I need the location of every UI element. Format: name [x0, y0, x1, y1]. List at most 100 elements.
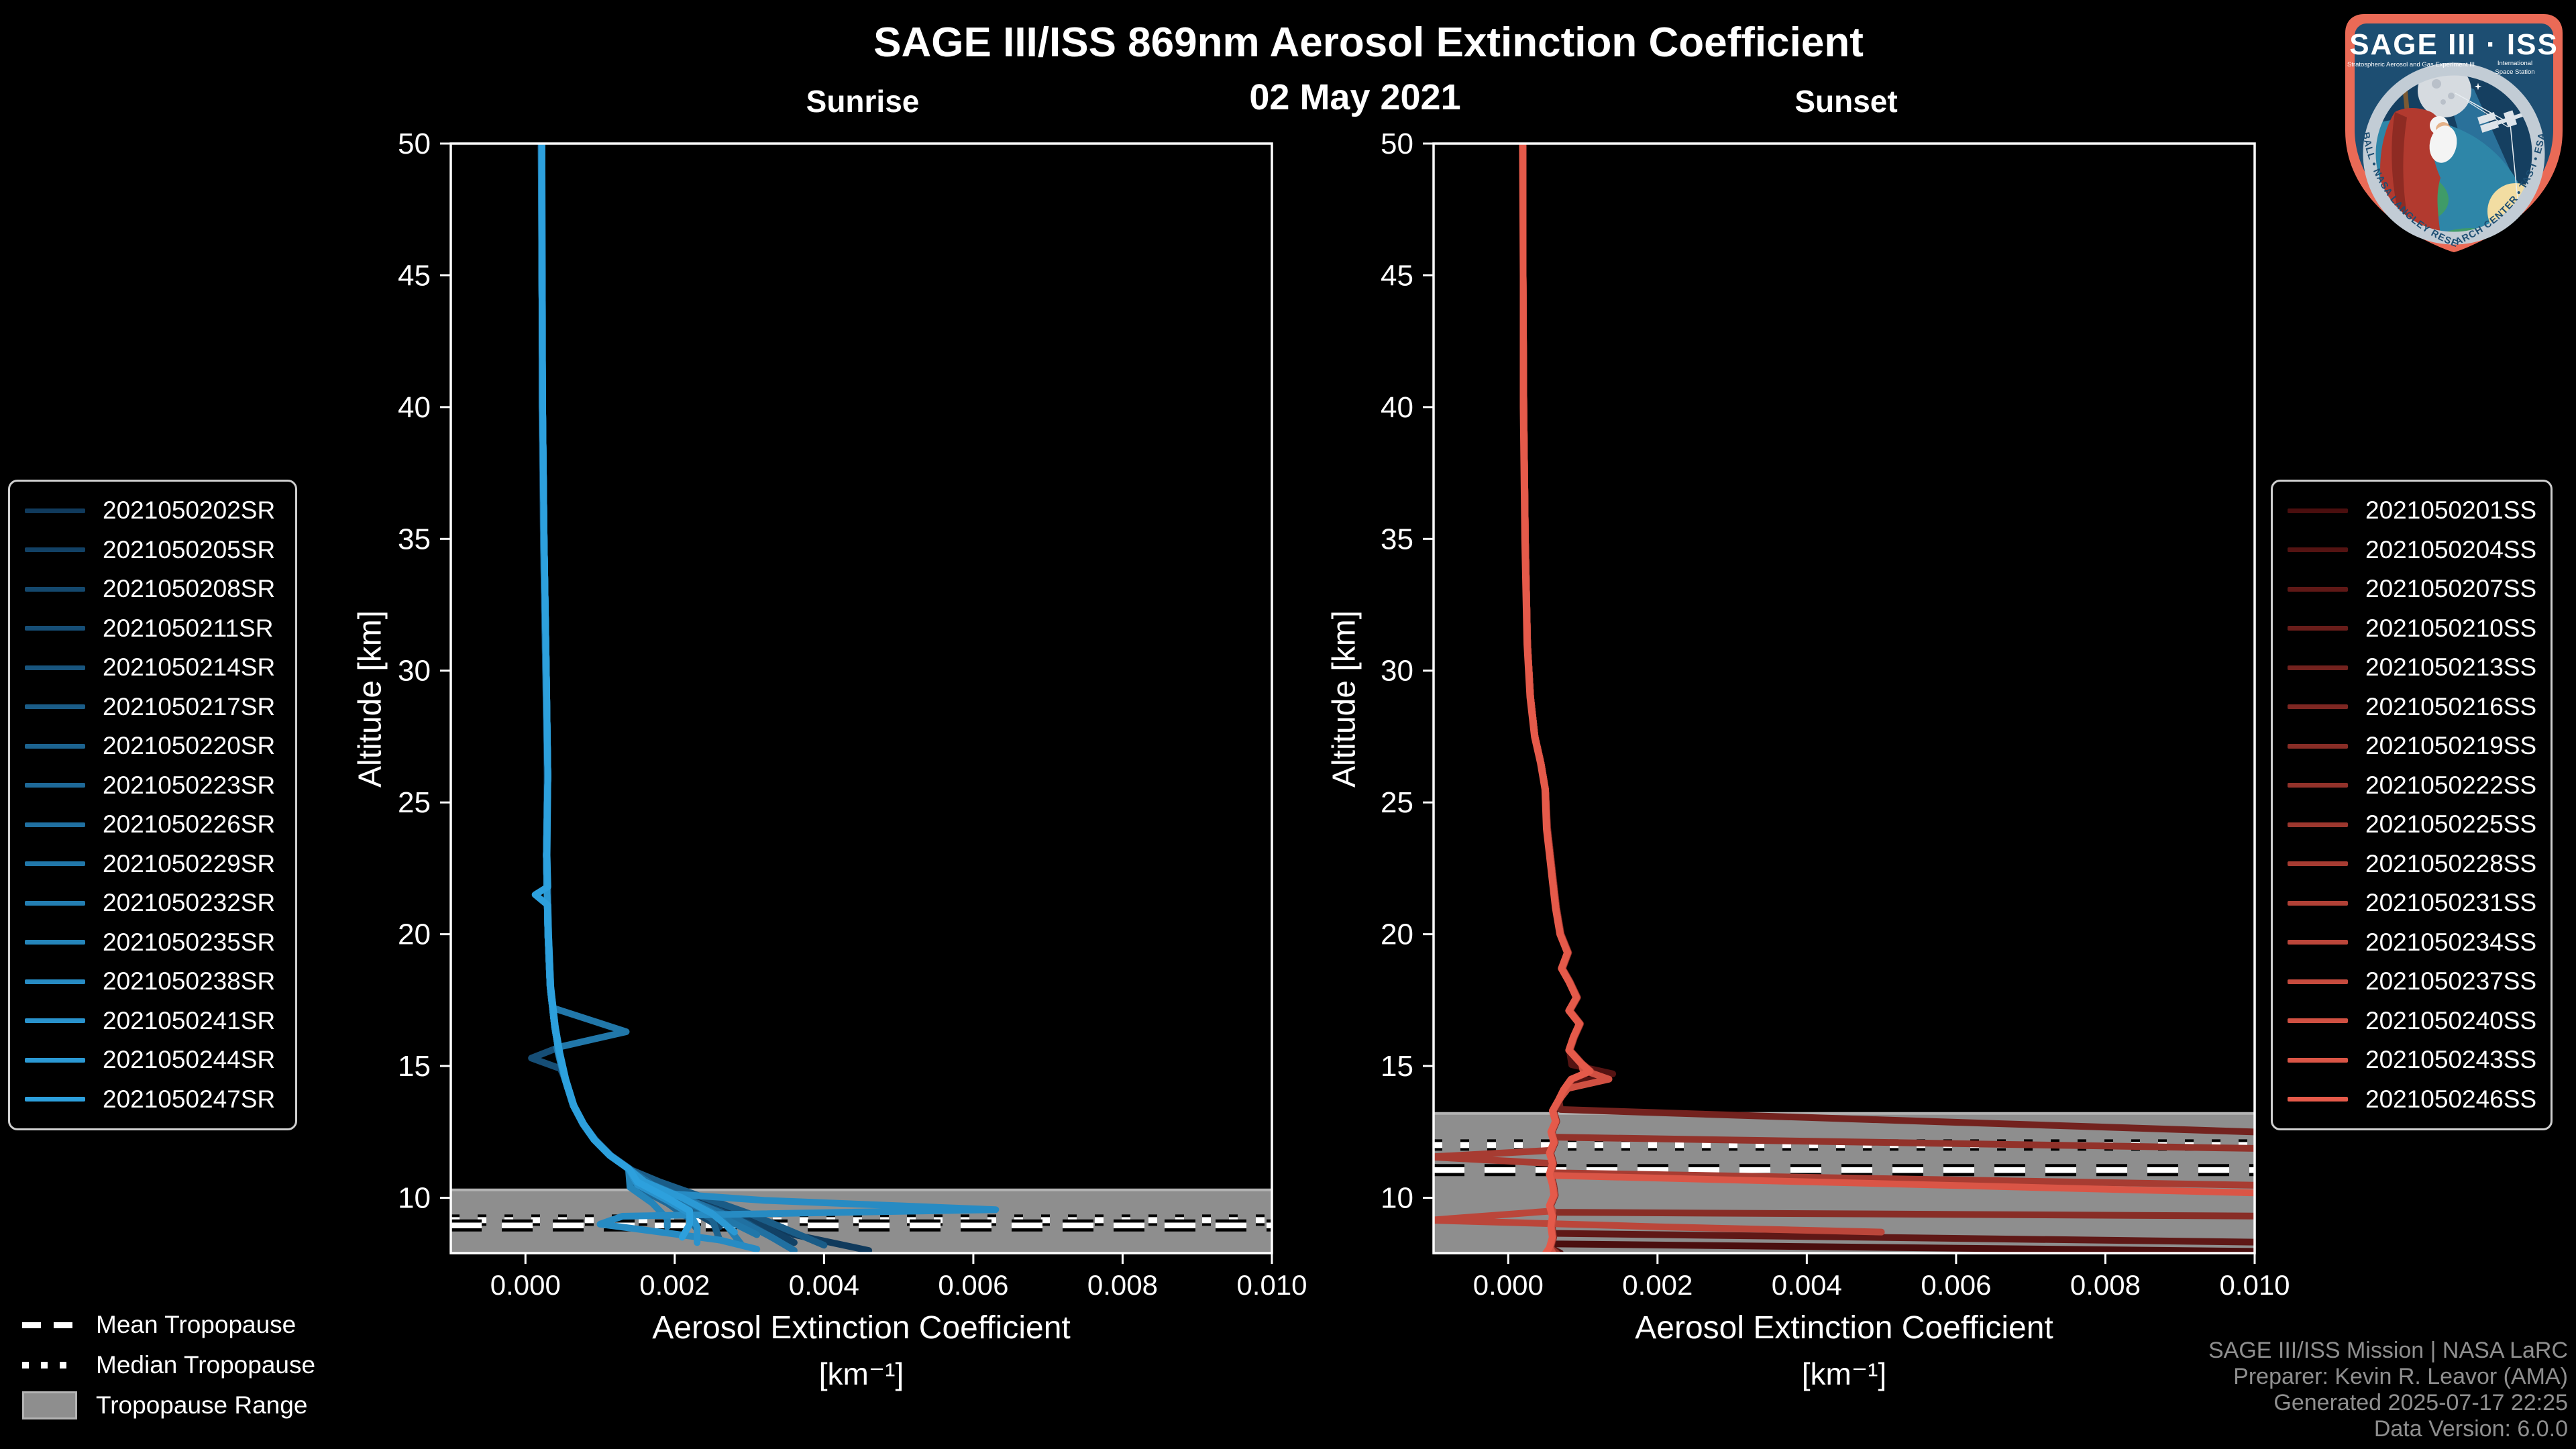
legend-label: 2021050246SS [2365, 1085, 2537, 1113]
y-tick-label: 50 [1381, 127, 1413, 160]
x-axis-unit: [km⁻¹] [1801, 1356, 1887, 1391]
legend-line-swatch [25, 900, 85, 906]
legend-line-swatch [2288, 861, 2348, 867]
legend-line-swatch [25, 979, 85, 984]
legend-line-swatch [25, 1097, 85, 1102]
legend-label: 2021050216SS [2365, 692, 2537, 720]
legend-label: 2021050223SR [103, 771, 276, 799]
sunset-panel-title: Sunset [1794, 84, 1898, 119]
profile-line [538, 144, 745, 1249]
legend-line-swatch [25, 783, 85, 788]
logo-sage-beard [2429, 125, 2457, 163]
legend-label: 2021050204SS [2365, 535, 2537, 564]
x-tick-label: 0.006 [938, 1269, 1008, 1301]
sunset-legend: 2021050201SS 2021050204SS 2021050207SS 2021… [2271, 480, 2553, 1130]
y-tick-label: 25 [398, 786, 431, 819]
y-tick-label: 40 [398, 391, 431, 424]
profile-line [538, 144, 828, 1249]
legend-line-swatch [25, 626, 85, 631]
profile-line [1519, 144, 2255, 1253]
legend-line-swatch [2288, 979, 2348, 984]
date-subtitle: 02 May 2021 [1249, 77, 1461, 117]
legend-item: 2021050226SR [25, 810, 295, 839]
legend-item: 2021050234SS [2288, 928, 2551, 957]
legend-line-swatch [2288, 508, 2348, 513]
legend-item: 2021050207SS [2288, 575, 2551, 603]
y-tick-label: 45 [1381, 259, 1413, 292]
sunrise-x-axis-label: Aerosol Extinction Coefficient [km⁻¹] [451, 1309, 1272, 1392]
legend-item: 2021050223SR [25, 771, 295, 800]
x-axis-label-text: Aerosol Extinction Coefficient [652, 1310, 1071, 1346]
sage-iii-iss-mission-logo: SAGE III · ISS Stratospheric Aerosol and… [2345, 14, 2563, 252]
y-tick-label: 40 [1381, 391, 1413, 424]
legend-label: 2021050220SR [103, 732, 276, 760]
legend-item: 2021050202SR [25, 496, 295, 525]
legend-line-swatch [2288, 547, 2348, 553]
profile-line [538, 144, 738, 1236]
logo-sage-robe-shadow [2392, 112, 2410, 227]
legend-label: 2021050217SR [103, 692, 276, 720]
legend-item: 2021050231SS [2288, 889, 2551, 917]
x-tick-label: 0.008 [2070, 1269, 2141, 1301]
legend-item: 2021050217SR [25, 693, 295, 721]
legend-line-swatch [2288, 586, 2348, 592]
logo-title: SAGE III · ISS [2349, 28, 2559, 61]
legend-line-swatch [25, 861, 85, 867]
median-tropopause-label: Median Tropopause [96, 1351, 316, 1379]
legend-label: 2021050231SS [2365, 889, 2537, 917]
legend-item: 2021050208SR [25, 575, 295, 603]
mean-tropopause-dash-icon [22, 1322, 77, 1328]
legend-line-swatch [2288, 783, 2348, 788]
sunset-plot-area: 0.000 0.002 0.004 0.006 0.008 0.010 10 15 20 25 30… [1381, 127, 2290, 1301]
legend-item: 2021050201SS [2288, 496, 2551, 525]
legend-label: 2021050240SS [2365, 1006, 2537, 1034]
legend-line-swatch [2288, 940, 2348, 945]
legend-label: 2021050219SS [2365, 732, 2537, 760]
profile-line [538, 144, 723, 1230]
profile-line [1519, 144, 2255, 1197]
legend-label: 2021050208SR [103, 575, 276, 603]
x-tick-label: 0.000 [490, 1269, 561, 1301]
legend-line-swatch [2288, 1018, 2348, 1024]
x-tick-label: 0.000 [1473, 1269, 1544, 1301]
legend-item: 2021050210SS [2288, 614, 2551, 643]
logo-ring [2363, 62, 2545, 245]
y-tick-label: 35 [1381, 523, 1413, 555]
legend-item: 2021050219SS [2288, 732, 2551, 760]
x-tick-label: 0.006 [1921, 1269, 1991, 1301]
mean-tropopause-entry: Mean Tropopause [22, 1309, 315, 1340]
legend-item: 2021050225SS [2288, 810, 2551, 839]
legend-line-swatch [25, 665, 85, 670]
legend-label: 2021050241SR [103, 1006, 276, 1034]
profile-line [1519, 144, 2255, 1246]
sunrise-legend: 2021050202SR 2021050205SR 2021050208SR 2021… [8, 480, 297, 1130]
legend-label: 2021050213SS [2365, 653, 2537, 682]
logo-earth-ocean [2375, 119, 2532, 232]
profile-line [537, 144, 798, 1246]
legend-label: 2021050210SS [2365, 614, 2537, 642]
legend-label: 2021050202SR [103, 496, 276, 525]
legend-label: 2021050247SR [103, 1085, 276, 1113]
logo-subtitle-right: Space Station [2495, 68, 2534, 76]
tropopause-range-label: Tropopause Range [96, 1391, 308, 1419]
profile-line [1519, 144, 2255, 1152]
x-tick-label: 0.002 [639, 1269, 710, 1301]
legend-label: 2021050207SS [2365, 575, 2537, 603]
legend-line-swatch [2288, 1097, 2348, 1102]
logo-ray [2455, 93, 2510, 123]
legend-label: 2021050205SR [103, 535, 276, 564]
legend-item: 2021050238SR [25, 967, 295, 996]
legend-label: 2021050244SR [103, 1046, 276, 1074]
y-tick-label: 30 [1381, 655, 1413, 688]
y-tick-label: 30 [398, 655, 431, 688]
legend-label: 2021050238SR [103, 967, 276, 996]
legend-item: 2021050246SS [2288, 1085, 2551, 1114]
legend-line-swatch [25, 1057, 85, 1063]
profile-line [538, 144, 1000, 1253]
legend-line-swatch [25, 822, 85, 827]
legend-label: 2021050232SR [103, 889, 276, 917]
y-tick-label: 50 [398, 127, 431, 160]
x-tick-label: 0.002 [1622, 1269, 1693, 1301]
profile-line [1519, 144, 1593, 1253]
